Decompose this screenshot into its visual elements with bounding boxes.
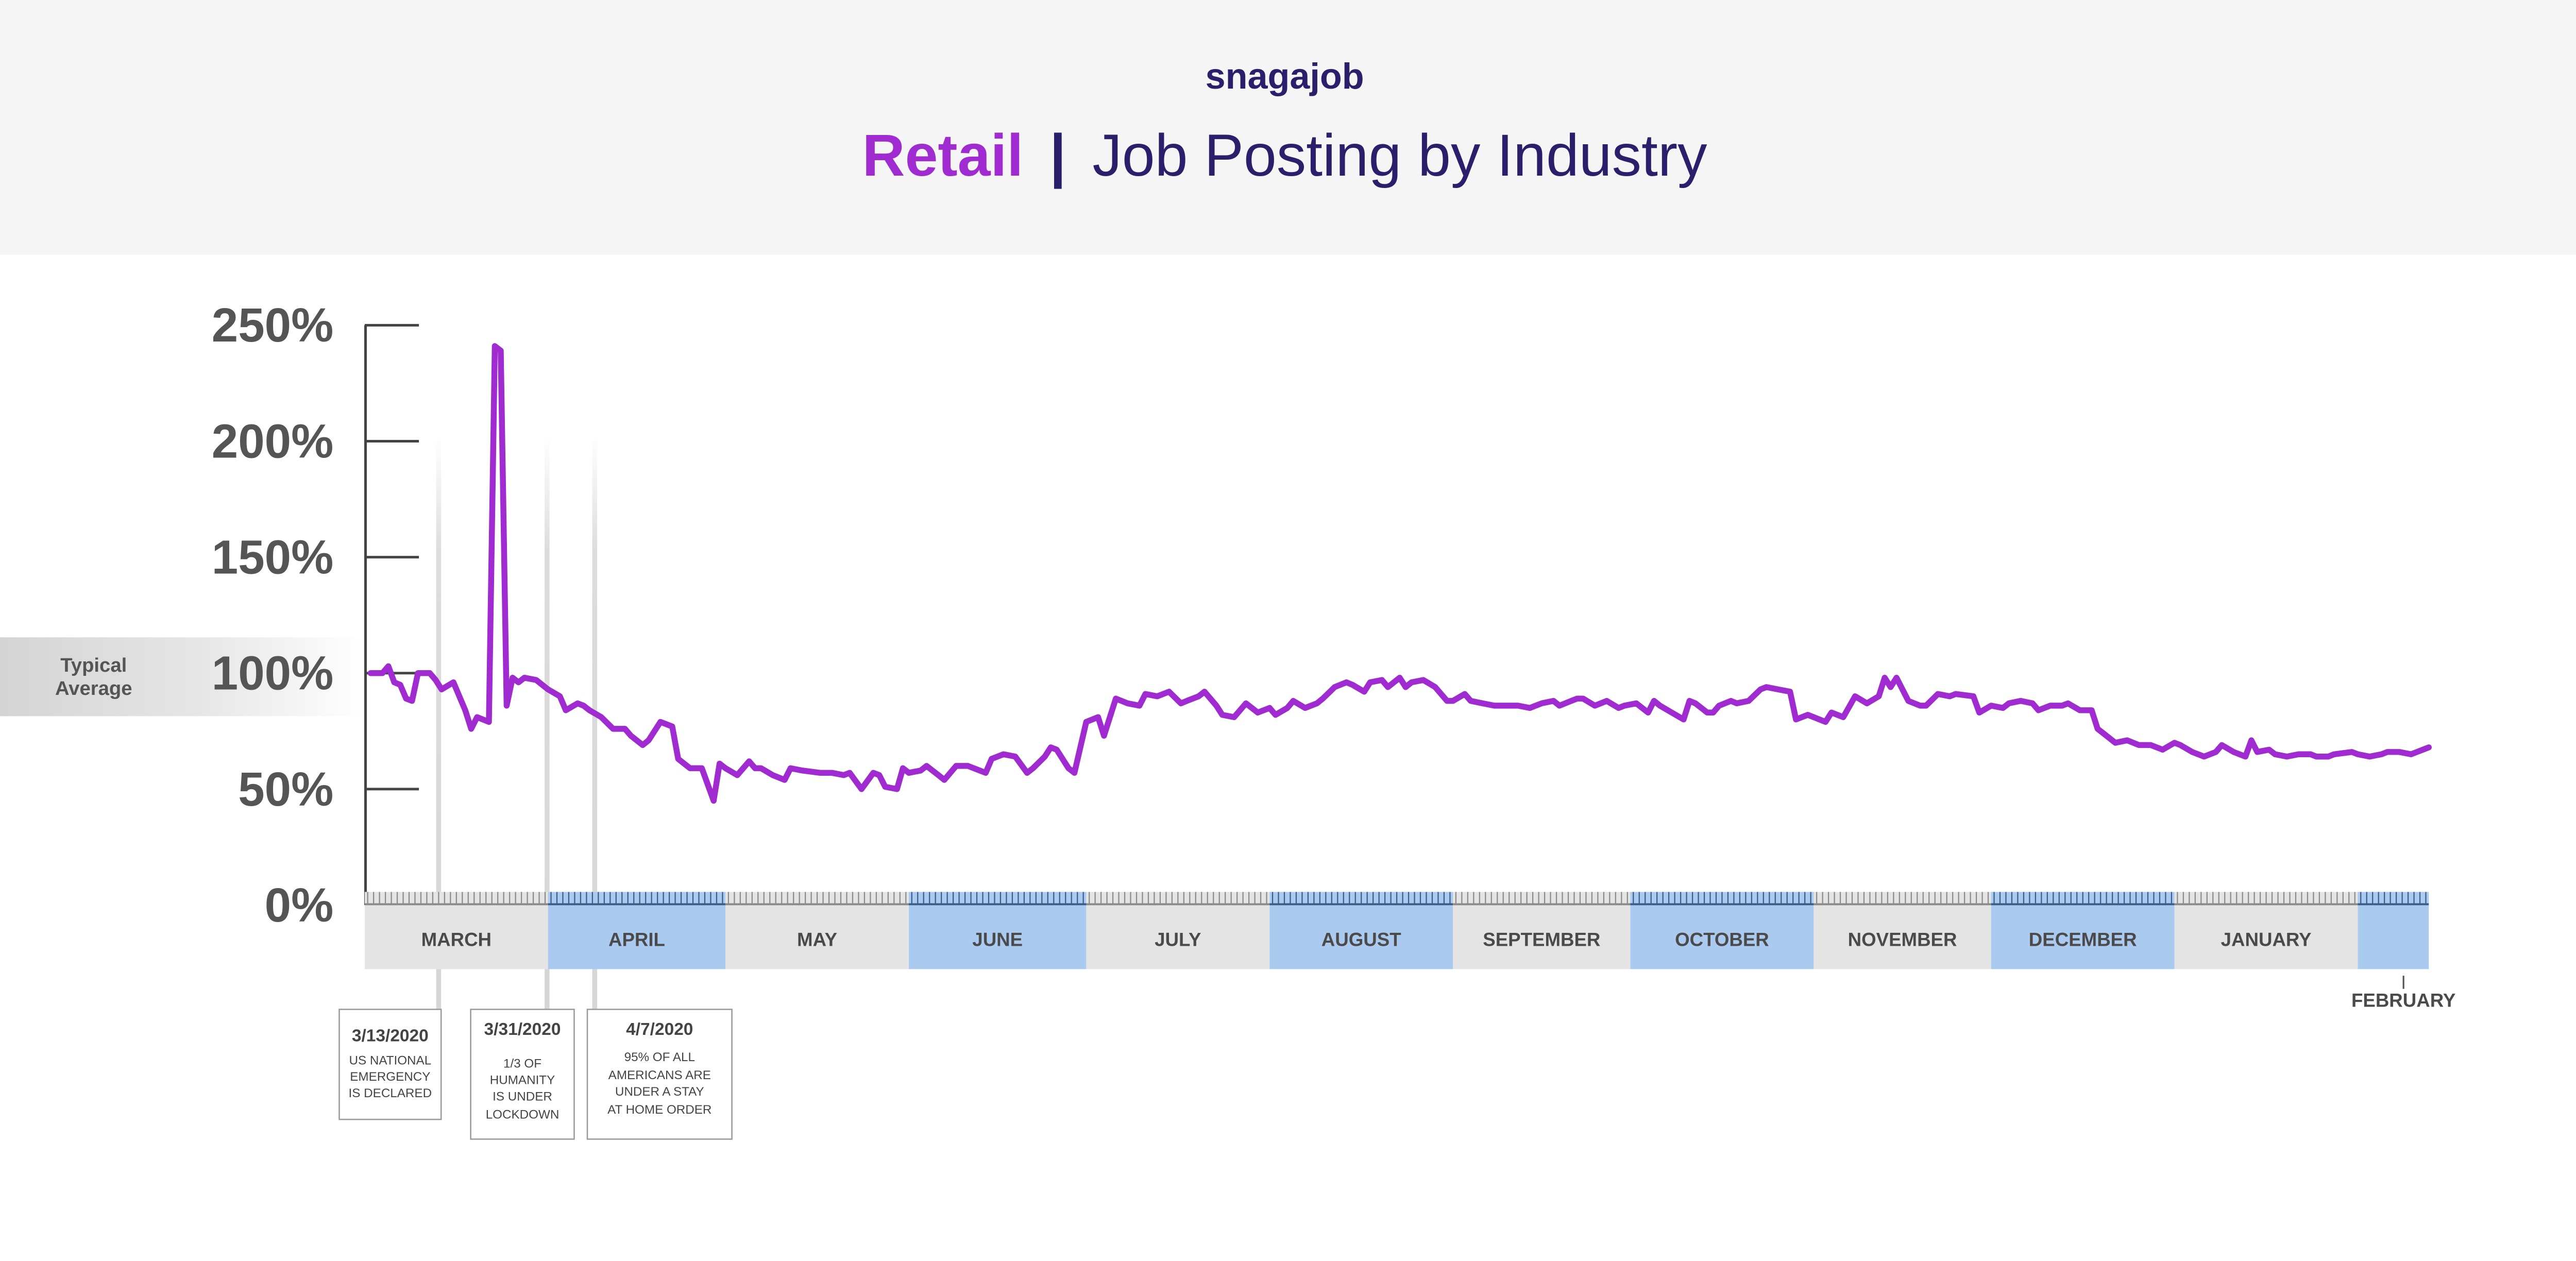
annotation-date: 3/31/2020	[484, 1020, 561, 1039]
month-label-october: OCTOBER	[1675, 929, 1769, 950]
annotation-text: AMERICANS ARE	[608, 1068, 711, 1082]
annotation-text: UNDER A STAY	[615, 1085, 704, 1099]
month-label-november: NOVEMBER	[1848, 929, 1957, 950]
page-title: Retail | Job Posting by Industry	[862, 123, 1707, 190]
y-tick-label: 100%	[212, 646, 333, 700]
annotation-text: 1/3 OF	[503, 1057, 541, 1071]
annotation-date: 4/7/2020	[626, 1020, 693, 1039]
month-label-june: JUNE	[972, 929, 1023, 950]
annotation-box	[338, 1009, 442, 1120]
annotation-text: 95% OF ALL	[624, 1050, 695, 1064]
series-line-retail	[367, 343, 2432, 804]
typical-average-label-line2: Average	[55, 677, 132, 700]
title-separator: |	[1049, 123, 1066, 190]
annotation-guide-line	[436, 435, 442, 1011]
title-text: Job Posting by Industry	[1092, 123, 1707, 189]
snagajob-logo: snagajob	[1206, 56, 1364, 96]
x-axis-day-ticks	[364, 892, 2429, 906]
series-retail	[367, 343, 2432, 804]
title-industry: Retail	[862, 123, 1024, 189]
annotation-guide-line	[592, 435, 598, 1011]
annotation-text: IS DECLARED	[349, 1086, 432, 1100]
month-label-december: DECEMBER	[2029, 929, 2137, 950]
annotation-3-31: 3/31/2020 1/3 OF HUMANITY IS UNDER LOCKD…	[470, 1009, 575, 1140]
annotation-text: IS UNDER	[493, 1089, 552, 1103]
header-background	[0, 0, 2576, 255]
annotation-3-13: 3/13/2020 US NATIONAL EMERGENCY IS DECLA…	[338, 1009, 442, 1120]
annotation-box	[470, 1009, 575, 1140]
y-tick-label: 150%	[212, 531, 333, 584]
y-tick-label: 50%	[238, 762, 333, 816]
header: snagajob Retail | Job Posting by Industr…	[0, 0, 2576, 255]
february-marker: FEBRUARY	[2351, 976, 2455, 1011]
y-tick-label: 200%	[212, 414, 333, 468]
month-label-august: AUGUST	[1321, 929, 1401, 950]
annotation-text: HUMANITY	[490, 1073, 555, 1087]
retail-job-posting-chart: snagajob Retail | Job Posting by Industr…	[0, 0, 2576, 1140]
y-tick-label: 250%	[212, 298, 333, 352]
month-label-september: SEPTEMBER	[1483, 929, 1600, 950]
month-label-january: JANUARY	[2221, 929, 2312, 950]
annotation-guide-line	[545, 435, 550, 1011]
annotation-box	[586, 1009, 733, 1140]
typical-average-label-line1: Typical	[60, 654, 127, 676]
annotation-text: US NATIONAL	[349, 1053, 431, 1067]
annotation-text: LOCKDOWN	[486, 1108, 560, 1122]
typical-average-band: Typical Average	[0, 637, 365, 717]
annotation-date: 3/13/2020	[352, 1027, 429, 1046]
month-label-april: APRIL	[608, 929, 665, 950]
month-label-july: JULY	[1155, 929, 1201, 950]
annotation-text: EMERGENCY	[350, 1070, 430, 1084]
annotation-4-7: 4/7/2020 95% OF ALL AMERICANS ARE UNDER …	[586, 1009, 733, 1140]
y-tick-label: 0%	[265, 878, 334, 932]
annotation-text: AT HOME ORDER	[607, 1103, 711, 1117]
month-label-february: FEBRUARY	[2351, 990, 2455, 1011]
month-label-march: MARCH	[421, 929, 492, 950]
annotation-guides	[436, 435, 598, 1011]
month-label-may: MAY	[797, 929, 837, 950]
y-axis: 0% 50% 100% 150% 200% 250%	[212, 298, 419, 932]
typical-average-background	[0, 637, 365, 717]
